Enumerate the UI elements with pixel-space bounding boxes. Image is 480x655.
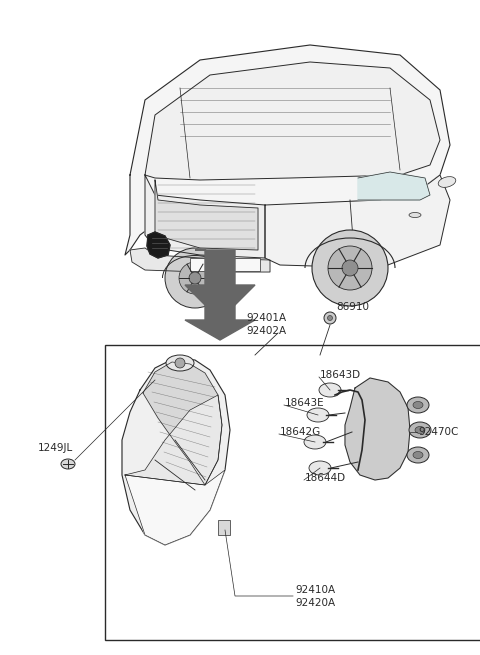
Ellipse shape	[413, 402, 423, 409]
Ellipse shape	[319, 383, 341, 397]
Text: 92410A: 92410A	[295, 585, 335, 595]
Text: 92420A: 92420A	[295, 598, 335, 608]
Polygon shape	[125, 45, 450, 255]
Polygon shape	[185, 250, 255, 320]
Text: 18642G: 18642G	[280, 427, 321, 437]
Circle shape	[324, 312, 336, 324]
Text: 92402A: 92402A	[246, 326, 286, 336]
Polygon shape	[145, 175, 265, 258]
Polygon shape	[147, 232, 170, 258]
Bar	[218, 520, 230, 535]
Circle shape	[342, 260, 358, 276]
Circle shape	[328, 246, 372, 290]
Circle shape	[165, 248, 225, 308]
Ellipse shape	[304, 435, 326, 449]
Text: 18643E: 18643E	[285, 398, 324, 408]
Circle shape	[179, 262, 211, 294]
Polygon shape	[122, 358, 230, 545]
Text: 92401A: 92401A	[246, 313, 286, 323]
Bar	[190, 258, 260, 271]
Ellipse shape	[438, 177, 456, 187]
Ellipse shape	[309, 461, 331, 475]
Text: 86910: 86910	[336, 302, 369, 312]
Text: 18644D: 18644D	[305, 473, 346, 483]
Text: 18643D: 18643D	[320, 370, 361, 380]
Polygon shape	[265, 175, 450, 268]
Ellipse shape	[415, 426, 425, 434]
Polygon shape	[358, 172, 430, 200]
Bar	[105, 345, 480, 640]
Polygon shape	[125, 395, 222, 485]
Circle shape	[312, 230, 388, 306]
Text: 1249JL: 1249JL	[38, 443, 73, 453]
Ellipse shape	[413, 451, 423, 458]
Polygon shape	[143, 362, 222, 485]
Polygon shape	[155, 180, 258, 250]
Ellipse shape	[307, 408, 329, 422]
Text: 92470C: 92470C	[418, 427, 458, 437]
Polygon shape	[125, 470, 225, 545]
Ellipse shape	[409, 422, 431, 438]
Ellipse shape	[166, 355, 194, 371]
Polygon shape	[145, 62, 440, 180]
Ellipse shape	[407, 447, 429, 463]
Polygon shape	[345, 378, 410, 480]
Polygon shape	[185, 295, 255, 340]
Circle shape	[189, 272, 201, 284]
Ellipse shape	[409, 212, 421, 217]
Ellipse shape	[407, 397, 429, 413]
Polygon shape	[130, 248, 270, 272]
Circle shape	[327, 316, 333, 320]
Circle shape	[175, 358, 185, 368]
Ellipse shape	[61, 459, 75, 469]
